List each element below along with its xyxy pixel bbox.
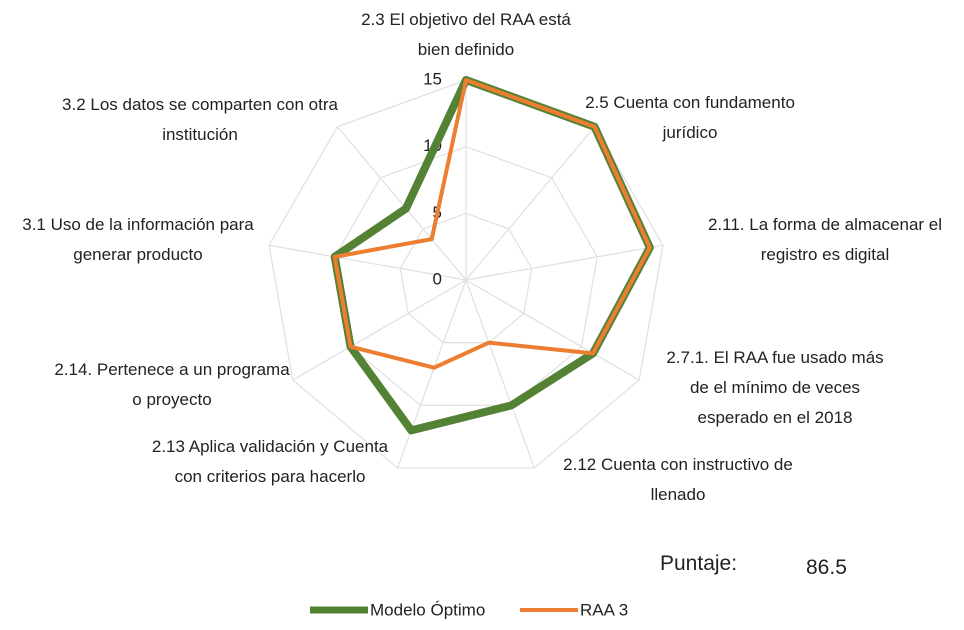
category-label: 3.1 Uso de la información para generar p… — [22, 215, 254, 264]
grid-ring — [268, 79, 664, 469]
spoke — [268, 244, 467, 281]
r-tick-label: 15 — [423, 69, 442, 88]
category-label: 2.5 Cuenta con fundamento jurídico — [585, 93, 795, 142]
spoke — [465, 244, 664, 281]
spoke — [292, 279, 467, 381]
category-label: 2.11. La forma de almacenar el registro … — [707, 215, 943, 264]
category-label: 2.7.1. El RAA fue usado más de el mínimo… — [666, 348, 884, 427]
spoke — [465, 279, 535, 469]
category-label: 2.14. Pertenece a un programa o proyecto — [54, 360, 290, 409]
spoke — [336, 126, 467, 281]
r-tick-label: 0 — [433, 269, 442, 288]
category-label: 2.13 Aplica validación y Cuenta con crit… — [151, 437, 389, 486]
legend-label: Modelo Óptimo — [370, 600, 485, 619]
annotation: Puntaje: — [660, 552, 738, 575]
spoke — [397, 279, 467, 469]
category-label: 2.12 Cuenta con instructivo de llenado — [563, 455, 793, 504]
category-label: 2.3 El objetivo del RAA está bien defini… — [361, 10, 571, 59]
grid-ring — [334, 146, 598, 406]
annotation: 86.5 — [806, 556, 847, 579]
spoke — [465, 126, 596, 281]
category-label: 3.2 Los datos se comparten con otra inst… — [62, 95, 338, 144]
legend-label: RAA 3 — [580, 600, 628, 619]
series-line — [332, 78, 652, 370]
spoke — [465, 279, 640, 381]
grid-ring — [399, 212, 533, 344]
